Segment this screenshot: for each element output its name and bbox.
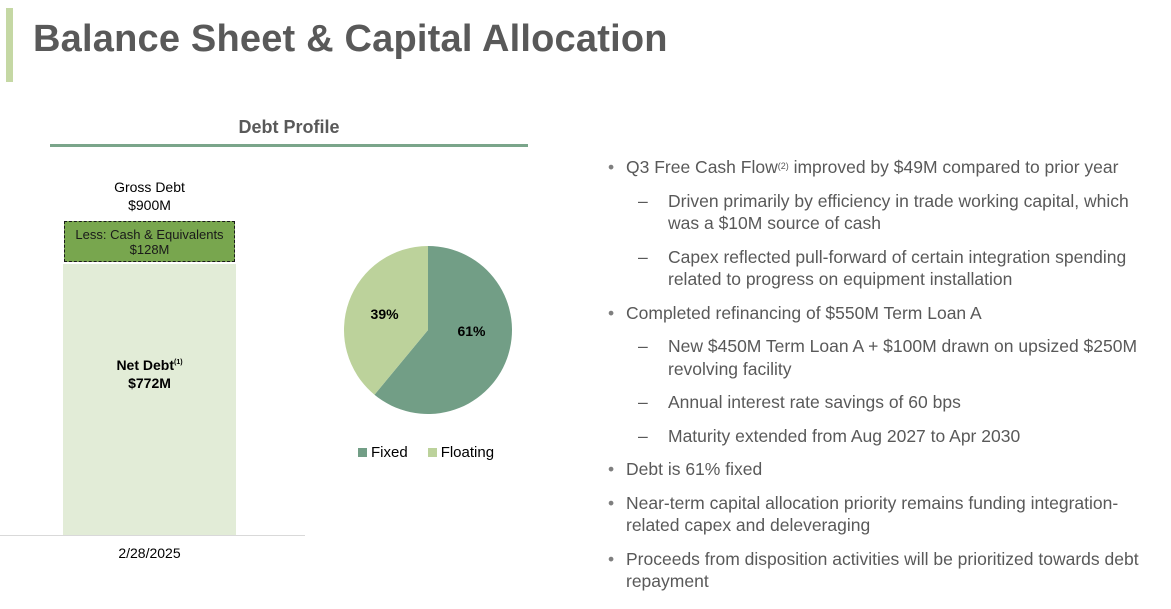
pie-slice-floating — [344, 246, 428, 395]
sub-bullet-item: Annual interest rate savings of 60 bps — [608, 391, 1163, 414]
bullet-list: Q3 Free Cash Flow(2) improved by $49M co… — [608, 156, 1163, 604]
debt-mix-pie-chart — [344, 246, 512, 414]
sub-bullet-item: Driven primarily by efficiency in trade … — [608, 190, 1163, 235]
legend-item-floating: Floating — [427, 444, 495, 461]
page-title: Balance Sheet & Capital Allocation — [33, 18, 668, 60]
gross-debt-value: $900M — [128, 197, 171, 213]
net-debt-bar — [63, 264, 236, 536]
legend-swatch-floating — [427, 447, 437, 457]
footnote-marker: (2) — [777, 161, 789, 171]
pie-label-floating: 39% — [370, 306, 399, 323]
cash-equivalents-value: $128M — [129, 242, 170, 257]
pie-slice-fixed — [374, 246, 512, 414]
net-debt-footnote: (1) — [174, 359, 183, 366]
net-debt-value: $772M — [128, 375, 171, 391]
legend-label-fixed: Fixed — [371, 444, 408, 461]
title-accent-bar — [6, 8, 13, 82]
section-divider — [50, 144, 528, 147]
net-debt-title: Net Debt — [116, 357, 174, 373]
bullet-item: Q3 Free Cash Flow(2) improved by $49M co… — [608, 156, 1163, 179]
bullet-item: Near-term capital allocation priority re… — [608, 492, 1163, 537]
pie-legend: Fixed Floating — [358, 444, 514, 461]
cash-equivalents-label: Less: Cash & Equivalents — [75, 227, 224, 242]
sub-bullet-item: Maturity extended from Aug 2027 to Apr 2… — [608, 425, 1163, 448]
legend-swatch-fixed — [358, 447, 367, 457]
legend-label-floating: Floating — [440, 444, 495, 461]
bar-date-label: 2/28/2025 — [118, 545, 181, 561]
pie-label-fixed: 61% — [457, 322, 486, 339]
legend-item-fixed: Fixed — [358, 444, 408, 461]
bullet-item: Completed refinancing of $550M Term Loan… — [608, 302, 1163, 325]
gross-debt-label: Gross Debt $900M — [63, 178, 236, 214]
gross-debt-title: Gross Debt — [114, 179, 185, 195]
net-debt-label: Net Debt(1) $772M — [63, 356, 236, 392]
cash-equivalents-box: Less: Cash & Equivalents $128M — [64, 221, 235, 262]
bullet-item: Debt is 61% fixed — [608, 458, 1163, 481]
bullet-item: Proceeds from disposition activities wil… — [608, 548, 1163, 593]
bar-axis-line — [0, 535, 305, 536]
sub-bullet-item: Capex reflected pull-forward of certain … — [608, 246, 1163, 291]
debt-profile-heading: Debt Profile — [238, 117, 340, 137]
sub-bullet-item: New $450M Term Loan A + $100M drawn on u… — [608, 335, 1163, 380]
